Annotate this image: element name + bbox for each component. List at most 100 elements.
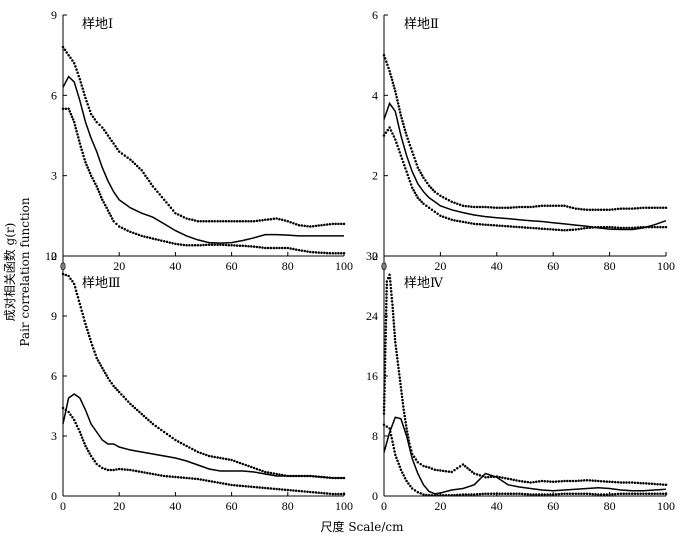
envelope-dot [165,432,169,436]
envelope-dot [389,129,393,132]
envelope-dot [492,475,496,478]
envelope-dot [227,219,231,223]
envelope-dot [393,334,397,338]
envelope-dot [68,110,71,113]
envelope-dot [188,446,191,449]
envelope-dot [526,205,530,209]
envelope-dot [506,477,510,481]
envelope-dot [608,225,611,229]
envelope-dot [120,152,124,155]
envelope-dot [512,478,515,482]
envelope-dot [613,207,617,211]
envelope-dot [247,485,250,488]
envelope-dot [571,492,575,496]
envelope-dot [630,481,634,484]
envelope-dot [456,493,459,497]
envelope-dot [74,421,77,425]
envelope-dot [162,240,166,243]
envelope-dot [110,382,113,385]
envelope-dot [140,169,143,172]
envelope-dot [458,493,462,496]
series-dotted-envelope-2 [61,107,346,255]
envelope-dot [238,461,242,465]
envelope-dot [165,475,169,478]
envelope-dot [81,87,84,90]
envelope-dot [83,319,86,322]
series-dotted-envelope-1 [61,45,346,228]
envelope-dot [101,466,104,470]
envelope-dot [656,482,659,486]
envelope-dot [244,219,247,223]
envelope-dot [98,193,102,196]
envelope-dot [309,490,312,494]
envelope-dot [401,471,404,474]
envelope-dot [470,470,474,473]
envelope-dot [264,218,267,222]
envelope-dot [506,206,510,210]
envelope-dot [383,386,386,389]
envelope-dot [389,290,393,293]
y-tick-label: 16 [366,369,378,383]
envelope-dot [410,186,414,189]
envelope-dot [563,492,566,496]
envelope-dot [394,347,398,350]
envelope-dot [537,493,541,496]
envelope-dot [653,225,656,229]
envelope-dot [98,361,101,365]
envelope-dot [625,492,628,496]
envelope-dot [574,228,578,231]
envelope-dot [75,130,78,133]
envelope-dot [67,107,70,110]
envelope-dot [120,393,123,396]
envelope-dot [199,451,202,455]
envelope-dot [404,421,407,424]
envelope-dot [390,437,394,440]
envelope-dot [523,205,527,209]
envelope-dot [227,243,231,247]
envelope-dot [613,226,617,229]
envelope-dot [551,228,555,231]
envelope-dot [185,476,188,480]
envelope-dot [138,410,141,414]
envelope-dot [129,158,132,161]
envelope-dot [117,467,121,471]
envelope-dot [599,493,603,496]
envelope-dot [393,87,396,90]
envelope-dot [81,151,84,155]
envelope-dot [659,225,662,229]
envelope-dot [472,205,476,209]
envelope-dot [317,491,320,495]
envelope-dot [171,436,174,440]
envelope-dot [137,470,141,473]
x-tick-label: 100 [335,499,353,513]
envelope-dot [219,481,222,485]
envelope-dot [430,494,434,497]
envelope-dot [509,478,513,481]
envelope-dot [401,398,404,402]
envelope-dot [463,465,467,468]
envelope-dot [93,460,97,463]
envelope-dot [427,206,431,210]
envelope-dot [81,439,85,442]
envelope-dot [484,492,487,496]
envelope-dot [535,493,538,496]
envelope-dot [591,479,594,482]
envelope-dot [450,200,453,204]
envelope-dot [636,226,640,229]
envelope-dot [79,433,83,437]
envelope-dot [317,475,320,479]
envelope-dot [402,408,405,412]
envelope-dot [85,325,88,329]
envelope-dot [549,493,552,496]
envelope-dot [402,474,405,477]
envelope-dot [269,471,273,475]
envelope-dot [95,185,98,188]
envelope-dot [331,476,335,480]
envelope-dot [87,334,91,338]
y-tick-label: 32 [366,249,378,263]
envelope-dot [478,205,482,209]
envelope-dot [526,493,530,496]
series-dotted-envelope-1 [382,273,668,487]
envelope-dot [405,479,408,483]
envelope-dot [86,328,89,332]
